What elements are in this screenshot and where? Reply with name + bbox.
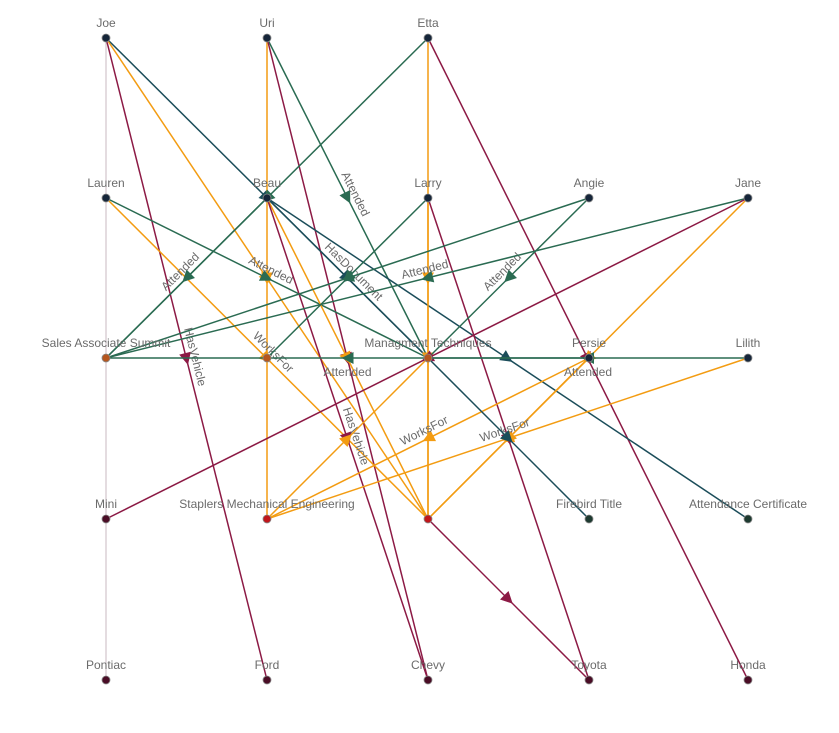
edge-arrow-icon [258,269,273,281]
node-mecheng[interactable] [423,514,433,524]
node-dot[interactable] [743,193,753,203]
node-dot[interactable] [584,514,594,524]
node-dot[interactable] [262,675,272,685]
node-label: Lauren [87,176,124,190]
node-dot[interactable] [584,675,594,685]
edge-arrow-icon [341,352,354,364]
node-lilith[interactable]: Lilith [736,336,761,363]
edge-joe-ford[interactable]: HasVehicle [105,37,268,681]
node-lauren[interactable]: Lauren [87,176,125,203]
node-dot[interactable] [262,33,272,43]
node-dot[interactable] [743,514,753,524]
node-joe[interactable]: Joe [96,16,116,43]
node-chevy[interactable]: Chevy [411,658,445,685]
node-honda[interactable]: Honda [730,658,766,685]
node-mgmt[interactable]: Managment Techniques [364,336,492,363]
node-ford[interactable]: Ford [255,658,280,685]
node-dot[interactable] [423,514,433,524]
node-label: Ford [255,658,280,672]
node-label: Pontiac [86,658,126,672]
node-label: Honda [730,658,766,672]
node-label: Managment Techniques [364,336,491,350]
node-dot[interactable] [101,33,111,43]
node-angie[interactable]: Angie [574,176,605,203]
node-label: Sales Associate Summit [42,336,171,350]
node-dot[interactable] [743,675,753,685]
edge-label: WorksFor [398,413,451,449]
node-label: Attendance Certificate [689,497,807,511]
node-dot[interactable] [101,675,111,685]
node-dot[interactable] [101,514,111,524]
nodes-layer: Joe Uri Etta Lauren Beau Larry Angie Jane Sales … [42,16,807,685]
node-dot[interactable] [101,193,111,203]
edge-label: Attended [246,253,295,287]
node-dot[interactable] [423,33,433,43]
node-label: Firebird Title [556,497,622,511]
node-dot[interactable] [584,353,594,363]
node-dot[interactable] [262,353,272,363]
node-pontiac[interactable]: Pontiac [86,658,126,685]
edge-arrow-icon [422,430,437,442]
node-label: Toyota [571,658,607,672]
node-label: Uri [259,16,274,30]
node-dot[interactable] [423,353,433,363]
node-label: Mini [95,497,117,511]
edge-uri-mgmt[interactable]: Attended [266,37,429,359]
node-beau[interactable]: Beau [253,176,281,203]
node-sales[interactable]: Sales Associate Summit [42,336,171,363]
node-uri[interactable]: Uri [259,16,275,43]
node-dot[interactable] [262,193,272,203]
node-jane[interactable]: Jane [735,176,761,203]
edge-arrow-icon [499,350,513,362]
node-label: Angie [574,176,605,190]
node-dot[interactable] [743,353,753,363]
node-dot[interactable] [423,193,433,203]
node-etta[interactable]: Etta [417,16,439,43]
node-label: Larry [414,176,441,190]
node-label: Joe [96,16,116,30]
node-dot[interactable] [101,353,111,363]
node-dot[interactable] [584,193,594,203]
node-label: Etta [417,16,439,30]
node-larry[interactable]: Larry [414,176,442,203]
node-label: Jane [735,176,761,190]
edge-mecheng-toyota[interactable] [427,518,590,681]
edge-label: Attended [323,365,371,379]
edge-arrow-icon [421,270,435,283]
edge-angie-sales[interactable] [105,197,590,359]
edge-label: Attended [480,250,524,294]
node-training[interactable] [262,353,272,363]
node-staplers[interactable]: Staplers Mechanical Engineering [179,497,355,524]
edge-label: Attended [564,365,612,379]
node-firebird[interactable]: Firebird Title [556,497,622,524]
node-label: Chevy [411,658,445,672]
node-mini[interactable]: Mini [95,497,117,524]
edge-arrow-icon [504,269,517,283]
edge-arrow-icon [341,270,356,282]
edge-arrow-icon [182,269,195,283]
edge-jane-sales[interactable]: Attended [105,197,749,359]
node-persie[interactable]: Persie [572,336,606,363]
node-label: Staplers Mechanical Engineering [179,497,354,511]
node-attcert[interactable]: Attendance Certificate [689,497,807,524]
edge-angie-mgmt[interactable]: Attended [427,197,590,359]
edge-persie-sales[interactable]: Attended [106,352,589,379]
node-dot[interactable] [262,514,272,524]
node-toyota[interactable]: Toyota [571,658,607,685]
node-label: Beau [253,176,281,190]
edge-arrow-icon [339,189,351,204]
node-label: Lilith [736,336,761,350]
node-label: Persie [572,336,606,350]
node-dot[interactable] [423,675,433,685]
